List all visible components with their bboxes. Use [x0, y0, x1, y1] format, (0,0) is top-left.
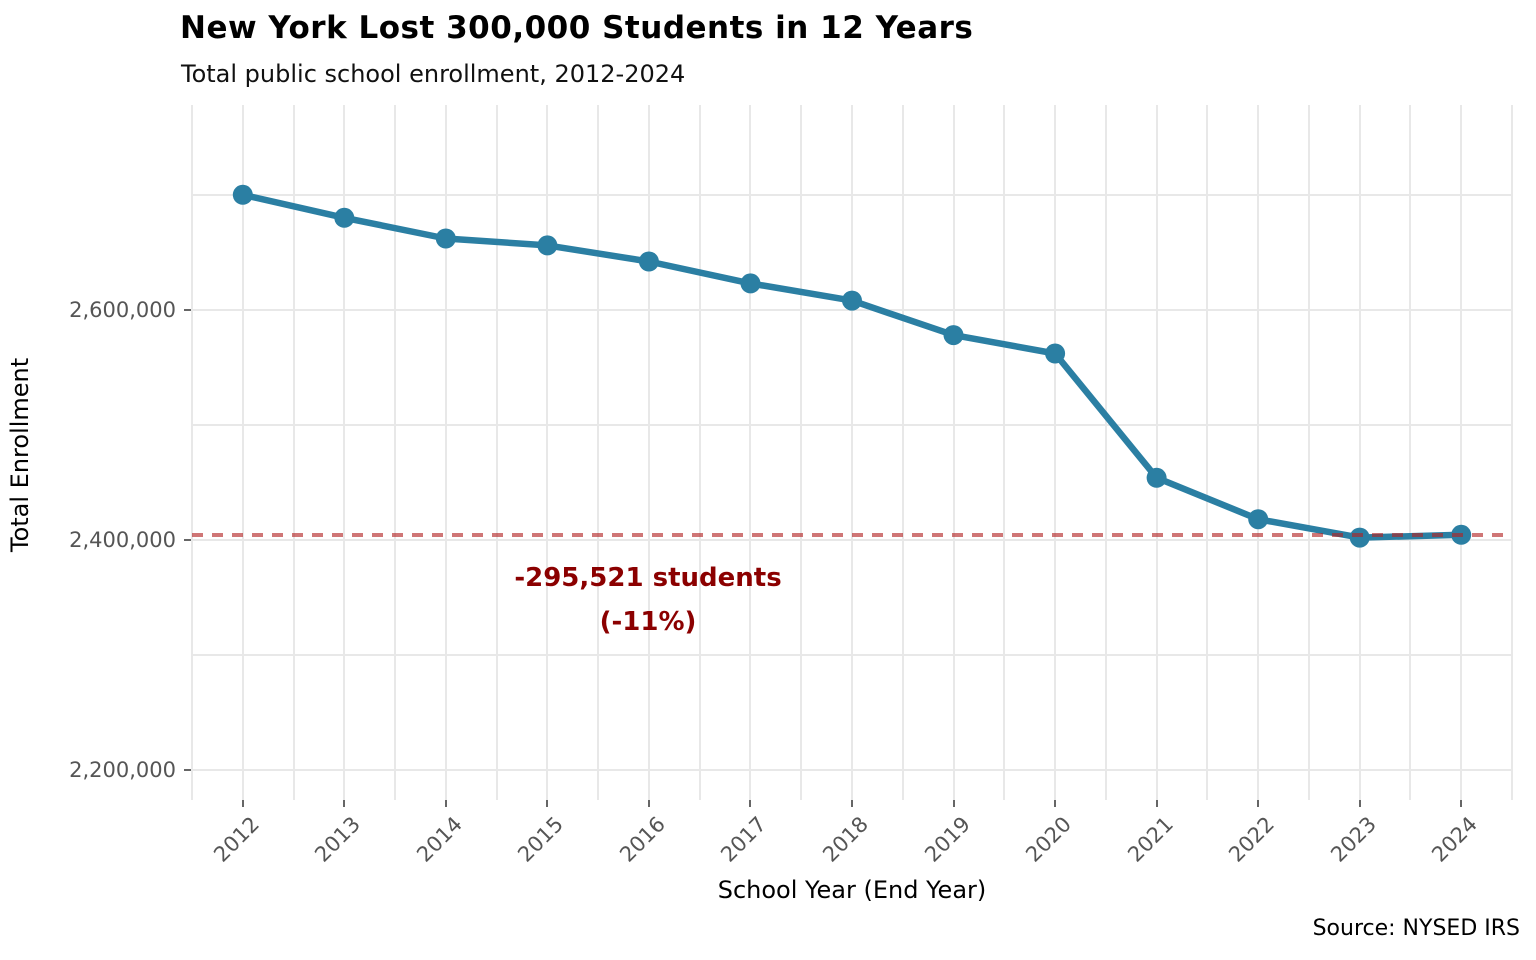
data-point-2017	[740, 273, 761, 294]
reference-line	[192, 532, 1512, 537]
x-tick-mark	[343, 800, 346, 807]
vertical-gridline	[191, 105, 193, 800]
x-tick-label: 2020	[1021, 812, 1077, 867]
vertical-gridline	[952, 105, 955, 800]
x-tick-label: 2013	[310, 812, 366, 867]
x-tick-label: 2015	[513, 812, 569, 867]
vertical-gridline	[1511, 105, 1513, 800]
plot-area	[191, 105, 1513, 800]
x-tick-label: 2019	[919, 812, 975, 867]
x-tick-mark	[952, 800, 955, 807]
vertical-gridline	[851, 105, 853, 800]
vertical-gridline	[597, 105, 600, 800]
x-tick-mark	[1358, 800, 1361, 807]
vertical-gridline	[647, 105, 650, 800]
x-tick-label: 2023	[1325, 812, 1381, 867]
loss-annotation: -295,521 students (-11%)	[448, 556, 848, 644]
vertical-gridline	[1460, 105, 1463, 800]
data-point-2016	[638, 251, 659, 272]
vertical-gridline	[1155, 105, 1158, 800]
x-axis-title: School Year (End Year)	[717, 876, 987, 904]
vertical-gridline	[241, 105, 244, 800]
chart-subtitle: Total public school enrollment, 2012-202…	[181, 60, 686, 88]
source-note: Source: NYSED IRS	[1312, 916, 1520, 941]
data-point-2012	[232, 184, 253, 205]
y-tick-mark	[184, 769, 191, 772]
horizontal-gridline	[192, 538, 1512, 541]
y-axis-title: Total Enrollment	[6, 357, 34, 553]
x-tick-label: 2017	[716, 812, 772, 867]
data-point-2021	[1146, 467, 1167, 488]
vertical-gridline	[1054, 105, 1057, 800]
data-point-2014	[435, 228, 456, 249]
x-tick-mark	[241, 800, 244, 807]
data-point-2013	[334, 207, 355, 228]
vertical-gridline	[1307, 105, 1310, 800]
loss-annotation-students: -295,521 students	[514, 563, 782, 593]
x-tick-mark	[1054, 800, 1057, 807]
x-tick-mark	[546, 800, 549, 807]
data-point-2023	[1349, 527, 1370, 548]
x-tick-mark	[1460, 800, 1463, 807]
y-tick-label: 2,600,000	[69, 297, 176, 322]
chart-title: New York Lost 300,000 Students in 12 Yea…	[180, 10, 974, 46]
vertical-gridline	[1257, 105, 1260, 800]
x-tick-mark	[444, 800, 447, 807]
x-tick-mark	[1257, 800, 1260, 807]
x-tick-label: 2018	[818, 812, 873, 867]
y-tick-mark	[184, 308, 191, 311]
horizontal-gridline	[192, 193, 1512, 196]
vertical-gridline	[444, 105, 447, 800]
x-tick-label: 2024	[1427, 812, 1483, 867]
horizontal-gridline	[192, 769, 1512, 772]
vertical-gridline	[698, 105, 701, 800]
data-point-2018	[842, 290, 862, 311]
vertical-gridline	[1358, 105, 1361, 800]
data-point-2019	[943, 325, 964, 346]
vertical-gridline	[749, 105, 752, 800]
x-tick-label: 2022	[1224, 812, 1280, 867]
vertical-gridline	[1003, 105, 1006, 800]
enrollment-line	[239, 191, 1465, 541]
x-tick-label: 2021	[1122, 812, 1178, 867]
vertical-gridline	[495, 105, 498, 800]
x-tick-label: 2014	[412, 812, 467, 867]
enrollment-line-chart	[232, 184, 1472, 548]
vertical-gridline	[1104, 105, 1107, 800]
horizontal-gridline	[192, 654, 1512, 657]
y-tick-label: 2,200,000	[69, 758, 176, 783]
x-tick-label: 2012	[208, 812, 264, 867]
vertical-gridline	[1206, 105, 1209, 800]
vertical-gridline	[1409, 105, 1412, 800]
x-tick-mark	[1155, 800, 1158, 807]
vertical-gridline	[901, 105, 904, 800]
vertical-gridline	[394, 105, 397, 800]
vertical-gridline	[800, 105, 803, 800]
data-point-2015	[537, 235, 558, 256]
vertical-gridline	[343, 105, 346, 800]
vertical-gridline	[292, 105, 295, 800]
y-tick-label: 2,400,000	[69, 527, 176, 552]
data-point-2020	[1045, 343, 1066, 364]
x-tick-mark	[851, 800, 853, 807]
x-tick-mark	[647, 800, 650, 807]
y-tick-mark	[184, 538, 191, 541]
horizontal-gridline	[192, 423, 1512, 426]
loss-annotation-percent: (-11%)	[599, 607, 697, 637]
vertical-gridline	[546, 105, 549, 800]
data-point-2022	[1248, 509, 1269, 530]
x-tick-mark	[749, 800, 752, 807]
x-tick-label: 2016	[615, 812, 670, 867]
